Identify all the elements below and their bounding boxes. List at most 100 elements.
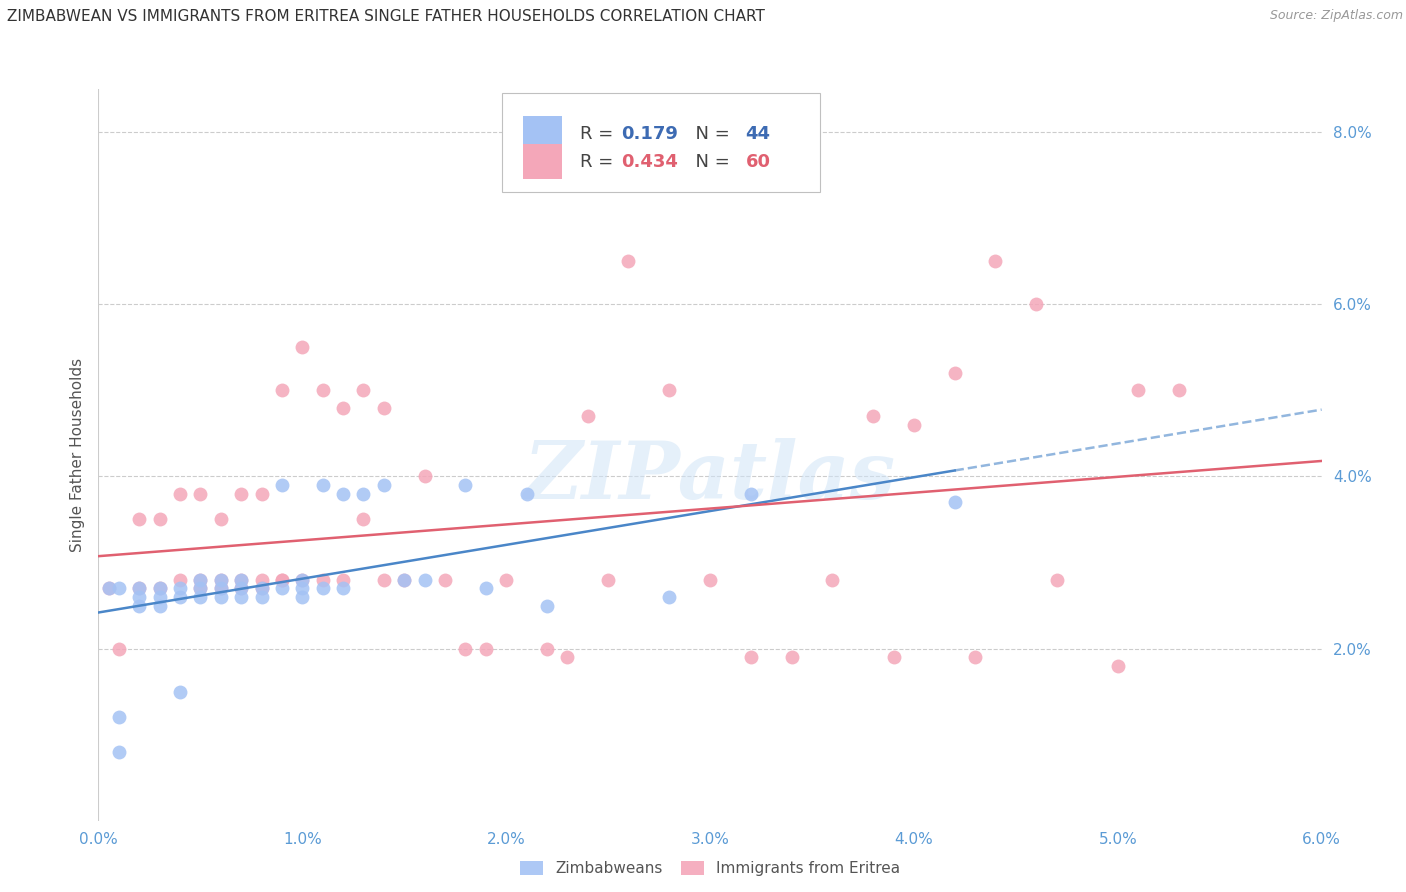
Point [862, 409, 884, 424]
Point [209, 582, 232, 596]
Text: 0.179: 0.179 [620, 125, 678, 143]
Point [536, 641, 558, 656]
Point [231, 573, 253, 587]
Point [332, 573, 354, 587]
Point [1025, 297, 1047, 311]
Point [740, 486, 762, 500]
Point [576, 409, 599, 424]
Point [270, 573, 292, 587]
Point [373, 401, 395, 415]
Text: ZIMBABWEAN VS IMMIGRANTS FROM ERITREA SINGLE FATHER HOUSEHOLDS CORRELATION CHART: ZIMBABWEAN VS IMMIGRANTS FROM ERITREA SI… [7, 9, 765, 24]
Point [392, 573, 416, 587]
Point [108, 582, 131, 596]
Point [128, 590, 150, 604]
Point [149, 582, 172, 596]
Point [311, 573, 335, 587]
Point [352, 384, 374, 398]
FancyBboxPatch shape [502, 93, 820, 192]
Point [270, 478, 292, 492]
Point [270, 582, 292, 596]
Point [495, 573, 517, 587]
Point [169, 582, 191, 596]
Point [97, 582, 120, 596]
Point [149, 599, 172, 613]
Point [413, 469, 436, 483]
Point [373, 478, 395, 492]
Point [108, 710, 131, 724]
Point [108, 745, 131, 759]
Point [231, 573, 253, 587]
Point [231, 486, 253, 500]
Point [963, 650, 986, 665]
Point [231, 582, 253, 596]
Point [536, 599, 558, 613]
Text: R =: R = [581, 153, 620, 170]
Point [332, 582, 354, 596]
Point [250, 573, 273, 587]
Point [352, 486, 374, 500]
Point [332, 486, 354, 500]
Point [188, 590, 212, 604]
Text: N =: N = [685, 125, 735, 143]
Point [188, 582, 212, 596]
Point [1107, 658, 1129, 673]
Point [311, 582, 335, 596]
Y-axis label: Single Father Households: Single Father Households [69, 358, 84, 552]
Point [454, 641, 477, 656]
Point [821, 573, 844, 587]
Point [169, 684, 191, 698]
Point [392, 573, 416, 587]
Point [250, 582, 273, 596]
Point [291, 573, 314, 587]
Text: 0.434: 0.434 [620, 153, 678, 170]
Point [454, 478, 477, 492]
Point [883, 650, 905, 665]
Point [943, 366, 966, 380]
Point [311, 478, 335, 492]
Point [128, 582, 150, 596]
Point [97, 582, 120, 596]
Point [209, 582, 232, 596]
Text: 60: 60 [745, 153, 770, 170]
Point [943, 495, 966, 509]
Point [169, 590, 191, 604]
Point [169, 573, 191, 587]
Legend: Zimbabweans, Immigrants from Eritrea: Zimbabweans, Immigrants from Eritrea [513, 855, 907, 882]
Point [1128, 384, 1150, 398]
Point [332, 401, 354, 415]
Point [598, 573, 620, 587]
FancyBboxPatch shape [523, 116, 562, 152]
Point [270, 573, 292, 587]
Point [658, 384, 681, 398]
Point [231, 582, 253, 596]
Point [373, 573, 395, 587]
Point [291, 590, 314, 604]
Point [149, 512, 172, 526]
Point [250, 486, 273, 500]
Point [128, 599, 150, 613]
Point [209, 590, 232, 604]
Point [699, 573, 721, 587]
Text: Source: ZipAtlas.com: Source: ZipAtlas.com [1270, 9, 1403, 22]
Point [209, 573, 232, 587]
Point [188, 573, 212, 587]
Point [1167, 384, 1189, 398]
Point [740, 650, 762, 665]
Point [149, 590, 172, 604]
Point [209, 512, 232, 526]
Point [352, 512, 374, 526]
Text: 44: 44 [745, 125, 770, 143]
Point [617, 254, 640, 268]
Point [984, 254, 1007, 268]
Point [291, 573, 314, 587]
Point [903, 417, 925, 432]
Point [149, 582, 172, 596]
Point [291, 340, 314, 354]
Point [169, 486, 191, 500]
Point [413, 573, 436, 587]
Point [1045, 573, 1069, 587]
Text: R =: R = [581, 125, 620, 143]
Point [555, 650, 579, 665]
Point [250, 582, 273, 596]
Point [658, 590, 681, 604]
